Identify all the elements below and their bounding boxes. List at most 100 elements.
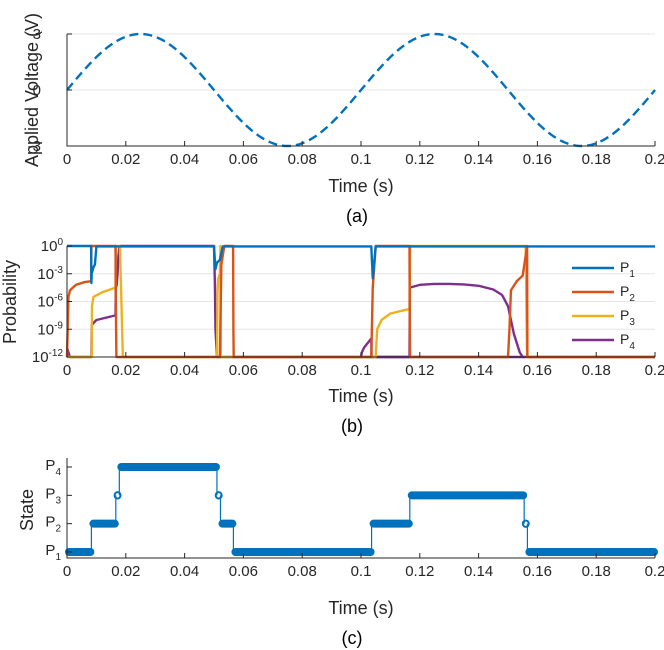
panel-b-x-label: Time (s) [328,386,393,406]
x-tick-label: 0.2 [645,151,664,168]
y-tick-label: 3 [33,26,41,43]
legend-label-base: P [620,259,629,275]
panel-a-x-ticks: 0 0.02 0.04 0.06 0.08 0.1 0.12 0.14 0.16 0.18 0.2 [63,141,664,168]
panel-b-probability: 0 0.02 0.04 0.06 0.08 0.1 0.12 0.14 0.16 0.18 0.2 … [0,237,664,436]
y-tick-label: P4 [45,457,61,478]
x-tick-label: 0 [63,151,71,168]
x-tick-label: 0.06 [229,563,258,580]
x-tick-label: 0.2 [645,362,664,379]
panel-a-x-label: Time (s) [328,176,393,196]
y-tick-label: P1 [45,542,61,563]
probability-series-p1 [67,244,655,285]
panel-a-voltage: 0 0.02 0.04 0.06 0.08 0.1 0.12 0.14 0.16 0.18 0.2 … [22,13,664,226]
x-tick-label: 0.08 [288,151,317,168]
x-tick-label: 0.04 [170,151,199,168]
panel-b-x-ticks: 0 0.02 0.04 0.06 0.08 0.1 0.12 0.14 0.16 0.18 0.2 [63,352,664,379]
y-tick-label: 10-3 [37,265,63,283]
x-tick-label: 0.08 [288,563,317,580]
x-tick-label: 0.14 [464,151,493,168]
y-tick-label: 100 [41,237,64,255]
panel-a-y-ticks: -3 0 3 [28,26,72,155]
x-tick-label: 0 [63,563,71,580]
y-tick-label-sub: 2 [55,524,61,535]
x-tick-label: 0.08 [288,362,317,379]
y-tick-label-exp: -9 [54,320,63,331]
x-tick-label: 0.02 [111,151,140,168]
panel-c-x-label: Time (s) [328,598,393,618]
panel-b-series [65,244,655,359]
panel-c-y-label: State [17,489,37,531]
y-tick-label: -3 [28,138,41,155]
legend-label-sub: 3 [629,317,635,328]
panel-b-y-label: Probability [0,260,20,344]
x-tick-label: 0.14 [464,362,493,379]
x-tick-label: 0.12 [405,151,434,168]
legend-label-sub: 4 [629,341,635,352]
panel-c-plot-area [67,458,655,558]
y-tick-label-sub: 3 [55,495,61,506]
x-tick-label: 0.18 [582,151,611,168]
x-tick-label: 0.1 [351,151,372,168]
x-tick-label: 0.12 [405,362,434,379]
x-tick-label: 0.12 [405,563,434,580]
state-marker [214,491,223,500]
voltage-series-line [66,32,656,148]
y-tick-label-base: P [45,542,55,559]
y-tick-label: P2 [45,514,61,535]
legend-label-base: P [620,307,629,323]
legend-label: P2 [620,283,635,304]
panel-a-series [66,32,656,148]
panel-c-state: 0 0.02 0.04 0.06 0.08 0.1 0.12 0.14 0.16 0.18 0.2 … [17,457,664,648]
y-tick-label-base: 10 [37,321,54,338]
y-tick-label-sub: 4 [55,467,61,478]
x-tick-label: 0.16 [523,563,552,580]
y-tick-label: 10-6 [37,293,63,311]
y-tick-label-exp: -6 [54,293,63,304]
y-tick-label: P3 [45,485,61,506]
panel-b-caption: (b) [341,416,363,436]
y-tick-label: 0 [33,82,41,99]
state-marker [521,519,530,528]
legend-label: P4 [620,331,635,352]
y-tick-label-base: 10 [32,349,49,366]
y-tick-label-exp: -3 [54,265,63,276]
panel-c-series [65,463,658,556]
legend-label: P3 [620,307,635,328]
panel-c-caption: (c) [342,628,363,648]
x-tick-label: 0.02 [111,563,140,580]
y-tick-label-base: 10 [37,294,54,311]
x-tick-label: 0.04 [170,563,199,580]
y-tick-label-base: P [45,514,55,531]
legend-label-base: P [620,283,629,299]
panel-a-caption: (a) [346,206,368,226]
x-tick-label: 0.02 [111,362,140,379]
y-tick-label-base: P [45,485,55,502]
x-tick-label: 0.16 [523,362,552,379]
legend-label-sub: 1 [629,269,635,280]
panel-c-x-ticks: 0 0.02 0.04 0.06 0.08 0.1 0.12 0.14 0.16 0.18 0.2 [63,553,664,580]
panel-a-y-label: Applied Voltage (V) [22,13,42,167]
x-tick-label: 0.18 [582,362,611,379]
y-tick-label: 10-12 [32,348,64,366]
x-tick-label: 0.1 [351,362,372,379]
y-tick-label-sub: 1 [55,552,61,563]
y-tick-label-base: P [45,457,55,474]
legend-label-sub: 2 [629,293,635,304]
y-tick-label: 10-9 [37,320,63,338]
y-tick-label-exp: 0 [57,237,63,248]
legend-label-base: P [620,331,629,347]
x-tick-label: 0.06 [229,151,258,168]
state-marker [113,491,122,500]
legend-label: P1 [620,259,635,280]
x-tick-label: 0.14 [464,563,493,580]
y-tick-label-base: 10 [41,238,58,255]
x-tick-label: 0.2 [645,563,664,580]
x-tick-label: 0.16 [523,151,552,168]
x-tick-label: 0.06 [229,362,258,379]
y-tick-label-exp: -12 [49,348,64,359]
x-tick-label: 0 [63,362,71,379]
